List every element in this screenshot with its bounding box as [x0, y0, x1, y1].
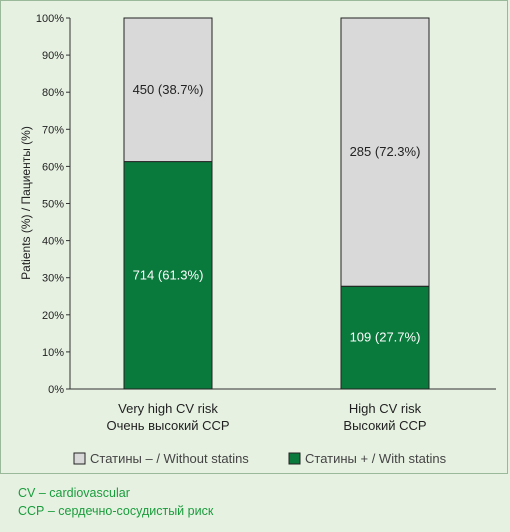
- y-tick-label: 30%: [42, 273, 64, 285]
- y-tick-label: 50%: [42, 199, 64, 211]
- x-category-label: High CV risk: [349, 401, 422, 416]
- stacked-bar-chart: 0% 10% 20% 30% 40% 50% 60% 70% 80% 90% 100% Very hi…: [19, 13, 496, 466]
- footnote-cv: CV – cardiovascular: [18, 486, 130, 500]
- y-tick-label: 100%: [36, 13, 64, 25]
- y-tick-label: 20%: [42, 310, 64, 322]
- y-tick-label: 90%: [42, 50, 64, 62]
- bar-segment: [340, 17, 430, 287]
- bar-segment: [123, 17, 213, 163]
- bar-data-label: 450 (38.7%): [133, 82, 204, 97]
- x-category-label: Высокий ССР: [343, 418, 426, 433]
- bar-data-label: 109 (27.7%): [350, 330, 421, 345]
- legend-swatch: [288, 452, 301, 465]
- x-category-label: Very high CV risk: [118, 401, 218, 416]
- bar-segment: [123, 161, 213, 390]
- y-tick-label: 10%: [42, 347, 64, 359]
- legend-label: Статины + / With statins: [305, 451, 447, 466]
- bar-data-label: 285 (72.3%): [350, 144, 421, 159]
- axes: 0% 10% 20% 30% 40% 50% 60% 70% 80% 90% 100% Very hi…: [36, 13, 496, 433]
- legend-label: Статины – / Without statins: [90, 451, 249, 466]
- y-tick-label: 80%: [42, 87, 64, 99]
- bars: 714 (61.3%) 450 (38.7%) 109 (27.7%) 285 (72…: [123, 17, 430, 390]
- bar-segment: [340, 285, 430, 390]
- legend-swatch: [73, 452, 86, 465]
- y-tick-label: 60%: [42, 161, 64, 173]
- y-axis-label: Patients (%) / Пациенты (%): [19, 126, 33, 280]
- y-tick-label: 40%: [42, 236, 64, 248]
- y-tick-label: 0%: [48, 384, 64, 396]
- x-category-label: Очень высокий ССР: [106, 418, 229, 433]
- legend: Статины – / Without statins Статины + / W…: [73, 451, 447, 466]
- footnotes: CV – cardiovascular ССР – сердечно-сосуд…: [18, 484, 213, 520]
- y-tick-label: 70%: [42, 124, 64, 136]
- bar-data-label: 714 (61.3%): [133, 267, 204, 282]
- footnote-ccr: ССР – сердечно-сосудистый риск: [18, 504, 214, 518]
